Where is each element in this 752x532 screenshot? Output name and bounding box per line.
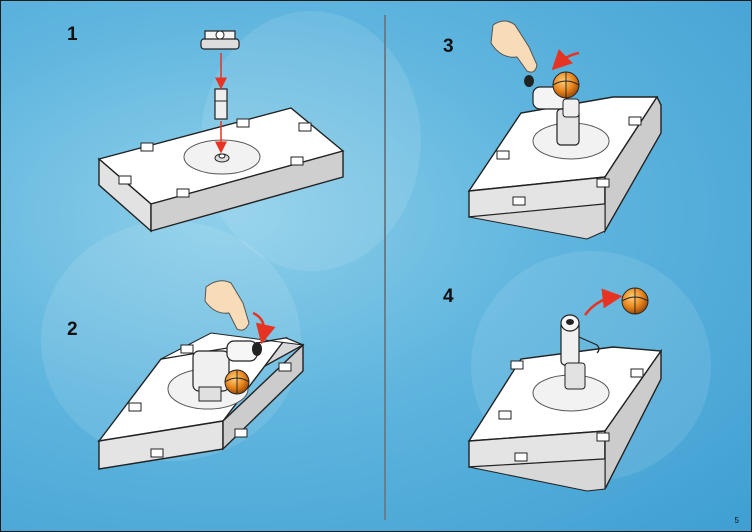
axle-piece — [215, 89, 227, 119]
step-4-scene — [469, 288, 661, 491]
socket-piece — [201, 31, 239, 49]
pointing-hand — [205, 281, 249, 330]
stud-connector — [215, 154, 229, 162]
launch-arrow — [585, 297, 615, 315]
rotation-arrow — [253, 313, 264, 337]
page-number: 5 — [735, 516, 739, 525]
step-3-scene — [469, 21, 661, 239]
step-2-scene — [99, 281, 303, 469]
step-1-scene — [99, 31, 343, 231]
rotation-arrow — [557, 53, 579, 65]
pointing-hand — [491, 21, 537, 72]
